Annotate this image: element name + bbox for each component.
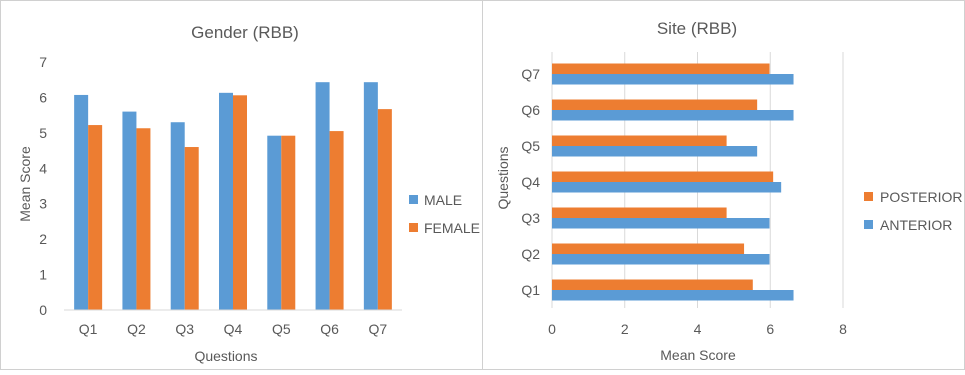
frame-left xyxy=(0,0,1,370)
bar-posterior-q1 xyxy=(552,279,753,290)
legend-swatch-posterior xyxy=(864,192,873,201)
y-tick-label: 4 xyxy=(39,160,47,176)
gender-chart-panel: Gender (RBB) Mean Score Questions 0 1 2 3 4 5… xyxy=(0,0,482,370)
x-tick-label: Q1 xyxy=(79,321,98,337)
bar-posterior-q3 xyxy=(552,207,727,218)
bar-male-q7 xyxy=(363,82,378,311)
y-tick-label: Q5 xyxy=(521,138,540,154)
legend-swatch-male xyxy=(409,195,418,204)
y-tick-label: Q7 xyxy=(521,66,540,82)
bar-anterior-q1 xyxy=(552,290,794,301)
legend-label-posterior: POSTERIOR xyxy=(880,189,962,205)
bar-female-q7 xyxy=(377,109,392,311)
y-tick-label: 0 xyxy=(39,302,47,318)
y-tick-label: 3 xyxy=(39,196,47,212)
bar-anterior-q3 xyxy=(552,218,770,229)
y-tick-label: Q3 xyxy=(521,210,540,226)
bar-male-q6 xyxy=(315,82,330,311)
bar-anterior-q4 xyxy=(552,182,782,193)
x-axis-label: Questions xyxy=(194,348,257,364)
x-tick-label: Q3 xyxy=(175,321,194,337)
x-tick-label: Q7 xyxy=(369,321,388,337)
y-tick-label: Q4 xyxy=(521,174,540,190)
y-tick-label: Q6 xyxy=(521,102,540,118)
y-tick-label: Q1 xyxy=(521,282,540,298)
x-tick-label: 4 xyxy=(694,321,702,337)
legend: POSTERIOR ANTERIOR xyxy=(864,189,962,233)
bar-posterior-q4 xyxy=(552,171,774,182)
chart-title: Gender (RBB) xyxy=(191,23,299,42)
bar-anterior-q6 xyxy=(552,110,794,121)
panel-divider xyxy=(482,0,483,370)
bar-anterior-q5 xyxy=(552,146,758,157)
y-tick-label: Q2 xyxy=(521,246,540,262)
bar-male-q5 xyxy=(267,135,282,310)
legend-label-anterior: ANTERIOR xyxy=(880,217,952,233)
bar-female-q5 xyxy=(281,135,296,310)
y-axis-label: Questions xyxy=(495,146,511,209)
chart-title: Site (RBB) xyxy=(657,19,737,38)
bar-posterior-q6 xyxy=(552,99,758,110)
gender-chart: Gender (RBB) Mean Score Questions 0 1 2 3 4 5… xyxy=(17,23,480,364)
bar-female-q3 xyxy=(184,147,199,310)
bar-anterior-q7 xyxy=(552,74,794,85)
y-tick-label: 2 xyxy=(39,231,47,247)
bar-male-q1 xyxy=(74,94,89,310)
legend: MALE FEMALE xyxy=(409,192,480,236)
bar-posterior-q2 xyxy=(552,243,745,254)
x-tick-label: 0 xyxy=(548,321,556,337)
y-tick-label: 6 xyxy=(39,89,47,105)
bar-female-q6 xyxy=(329,131,344,310)
y-tick-label: 7 xyxy=(39,54,47,70)
x-tick-label: 6 xyxy=(766,321,774,337)
legend-swatch-anterior xyxy=(864,220,873,229)
legend-label-female: FEMALE xyxy=(424,220,480,236)
x-tick-label: Q2 xyxy=(127,321,146,337)
bar-anterior-q2 xyxy=(552,254,770,265)
legend-swatch-female xyxy=(409,223,418,232)
bar-posterior-q7 xyxy=(552,63,770,74)
y-tick-label: 1 xyxy=(39,267,47,283)
x-tick-label: Q6 xyxy=(320,321,339,337)
bar-female-q2 xyxy=(136,128,151,310)
bar-female-q1 xyxy=(88,125,103,310)
y-tick-label: 5 xyxy=(39,125,47,141)
x-tick-label: 8 xyxy=(839,321,847,337)
bar-male-q2 xyxy=(122,111,137,310)
x-tick-label: 2 xyxy=(621,321,629,337)
bar-posterior-q5 xyxy=(552,135,727,146)
x-tick-label: Q4 xyxy=(224,321,243,337)
x-axis-label: Mean Score xyxy=(660,347,736,363)
site-chart: Site (RBB) Questions Mean Score Q1 Q2 Q3 Q4… xyxy=(495,19,962,363)
site-chart-panel: Site (RBB) Questions Mean Score Q1 Q2 Q3 Q4… xyxy=(483,0,965,370)
bar-female-q4 xyxy=(233,95,247,310)
legend-label-male: MALE xyxy=(424,192,462,208)
bar-male-q3 xyxy=(170,122,185,310)
y-axis-label: Mean Score xyxy=(17,146,33,222)
bar-male-q4 xyxy=(219,92,233,310)
x-tick-label: Q5 xyxy=(272,321,291,337)
